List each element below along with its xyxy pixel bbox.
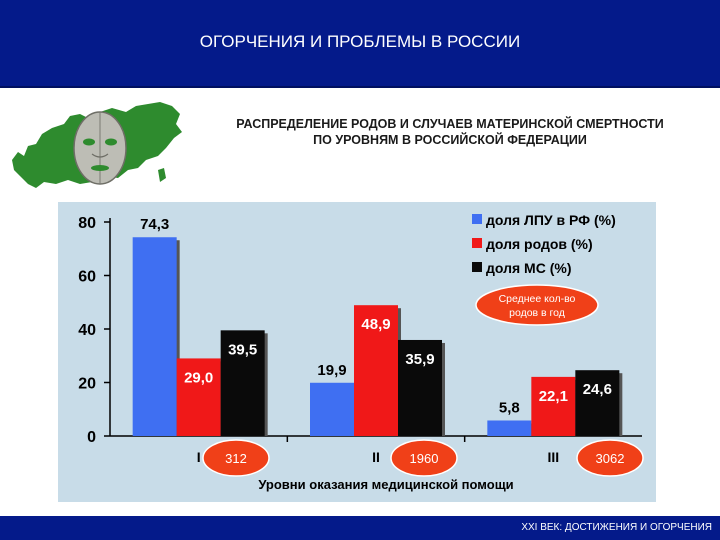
- data-label: 5,8: [499, 399, 520, 416]
- mask-icon: [73, 111, 127, 185]
- y-tick-label: 40: [78, 322, 96, 339]
- y-tick-label: 0: [87, 429, 96, 446]
- y-tick-label: 80: [78, 215, 96, 232]
- data-label: 19,9: [317, 362, 346, 379]
- annotation-text-line-2: родов в год: [509, 307, 565, 319]
- chart-subtitle: РАСПРЕДЕЛЕНИЕ РОДОВ И СЛУЧАЕВ МАТЕРИНСКО…: [196, 116, 704, 148]
- legend-label: доля ЛПУ в РФ (%): [486, 212, 616, 228]
- data-label: 35,9: [405, 351, 434, 368]
- footer-bar: XXI ВЕК: ДОСТИЖЕНИЯ И ОГОРЧЕНИЯ: [0, 516, 720, 540]
- annotation-text-line-1: Среднее кол-во: [499, 293, 576, 305]
- russia-map-mask-image: [8, 98, 186, 198]
- subtitle-line-2: ПО УРОВНЯМ В РОССИЙСКОЙ ФЕДЕРАЦИИ: [313, 133, 587, 147]
- bar-ms: [398, 339, 442, 436]
- avg-births-label: 312: [225, 451, 247, 466]
- legend-swatch: [472, 214, 482, 224]
- x-axis-label: Уровни оказания медицинской помощи: [258, 477, 513, 492]
- avg-births-ellipse: [576, 439, 644, 477]
- bar-lpu: [310, 382, 354, 436]
- legend-swatch: [472, 238, 482, 248]
- legend-label: доля МС (%): [486, 260, 571, 276]
- bar-ms: [220, 330, 265, 436]
- avg-births-label: 1960: [410, 451, 439, 466]
- bar-births: [176, 358, 221, 436]
- data-label: 22,1: [539, 388, 568, 405]
- data-label: 29,0: [184, 369, 213, 386]
- footer-text: XXI ВЕК: ДОСТИЖЕНИЯ И ОГОРЧЕНИЯ: [521, 522, 712, 533]
- avg-births-ellipse: [202, 439, 270, 477]
- y-tick-label: 20: [78, 376, 96, 393]
- data-label: 48,9: [361, 316, 390, 333]
- header-bar: ОГОРЧЕНИЯ И ПРОБЛЕМЫ В РОССИИ: [0, 0, 720, 88]
- x-tick-label: III: [547, 449, 559, 465]
- bar-births: [531, 376, 576, 436]
- page-title: ОГОРЧЕНИЯ И ПРОБЛЕМЫ В РОССИИ: [199, 32, 521, 51]
- bar-chart: 0 20 40 60 80 74,3 29,0 39,5 I 19,9 48,9 35,9 II 5,8 2…: [58, 202, 656, 502]
- bar-lpu: [487, 420, 532, 436]
- legend-swatch: [472, 262, 482, 272]
- subtitle-line-1: РАСПРЕДЕЛЕНИЕ РОДОВ И СЛУЧАЕВ МАТЕРИНСКО…: [236, 117, 664, 131]
- avg-births-label: 3062: [596, 451, 625, 466]
- data-label: 74,3: [140, 216, 169, 233]
- bar-ms: [575, 370, 620, 436]
- avg-births-ellipse: [390, 439, 458, 477]
- annotation-ellipse: [475, 284, 599, 326]
- y-tick-label: 60: [78, 269, 96, 286]
- data-label: 24,6: [583, 381, 612, 398]
- x-tick-label: I: [197, 449, 201, 465]
- map-island: [158, 168, 166, 182]
- x-tick-label: II: [372, 449, 380, 465]
- data-label: 39,5: [228, 341, 257, 358]
- chart-panel: 0 20 40 60 80 74,3 29,0 39,5 I 19,9 48,9 35,9 II 5,8 2…: [58, 202, 656, 502]
- bar-births: [354, 305, 398, 436]
- map-graphic: [12, 102, 182, 188]
- legend-label: доля родов (%): [486, 236, 593, 252]
- bar-lpu: [132, 237, 177, 436]
